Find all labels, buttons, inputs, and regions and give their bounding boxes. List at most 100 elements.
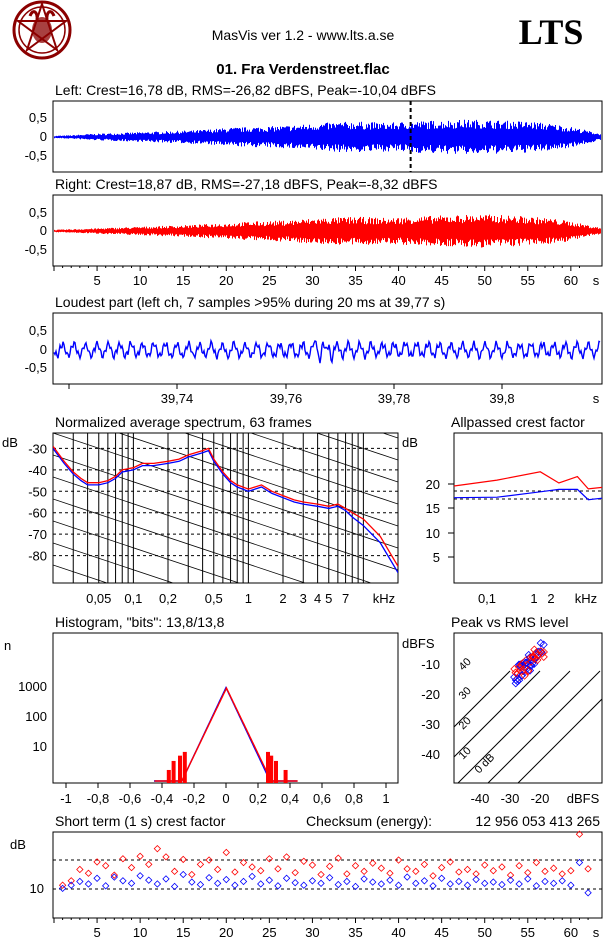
crest-ytick-3: 10: [426, 526, 440, 541]
crest-xtick-3: 2: [547, 591, 554, 606]
histogram-bar: [269, 755, 274, 783]
short-term-point: [386, 869, 394, 877]
crest-xtick-2: 1: [530, 591, 537, 606]
short-term-point: [213, 865, 222, 874]
histogram-title: Histogram, "bits": 13,8/13,8: [55, 614, 225, 630]
short-term-point: [429, 872, 437, 880]
short-term-xtick-label: 30: [305, 925, 319, 940]
histogram-xtick-label: -0,2: [183, 791, 205, 806]
pvr-point: [529, 653, 538, 662]
short-term-point: [257, 880, 265, 888]
short-term-point: [153, 845, 162, 853]
right-waveform-series: [54, 214, 601, 248]
spectrum-ylabel: dB: [2, 435, 18, 450]
short-term-point: [377, 880, 386, 888]
short-term-point: [515, 862, 523, 870]
loudest-xtick-1: 39,74: [161, 391, 194, 406]
short-term-point: [110, 873, 118, 881]
histogram-xaxis: -1 -0,8 -0,6 -0,4 -0,2 0 0,2 0,4 0,6 0,8 1: [60, 783, 390, 806]
pvr-point: [536, 638, 545, 648]
pvr-xtick-2: -30: [501, 791, 520, 806]
short-term-point: [506, 876, 515, 884]
short-term-point: [558, 870, 566, 878]
spectrum-slope: [53, 433, 398, 549]
short-term-point: [205, 873, 213, 882]
short-term-xtick-label: 55: [521, 925, 535, 940]
short-term-point: [584, 889, 592, 897]
short-term-point: [532, 858, 541, 867]
short-term-point: [58, 884, 67, 893]
short-term-point: [567, 881, 575, 889]
spectrum-yaxis: -30 -40 -50 -60 -70 -80: [28, 441, 47, 563]
spectrum-xtick-label: kHz: [373, 591, 395, 606]
short-term-xtick-label: 45: [434, 925, 448, 940]
short-term-point: [506, 871, 515, 879]
right-waveform-title: Right: Crest=18,87 dB, RMS=-27,18 dBFS, …: [55, 176, 437, 192]
spectrum-title: Normalized average spectrum, 63 frames: [55, 414, 312, 430]
pvr-title: Peak vs RMS level: [451, 614, 568, 630]
short-term-point: [308, 861, 317, 869]
spectrum-slope: [117, 433, 398, 527]
short-term-point: [455, 868, 463, 876]
spectrum-slope: [53, 454, 398, 571]
histogram-frame: [52, 632, 399, 784]
short-term-point: [308, 877, 317, 885]
histogram-ytick-1: 1000: [18, 679, 47, 694]
pvr-diagonal: [454, 670, 511, 728]
pvr-ytick-2: -20: [421, 687, 440, 702]
short-term-point: [102, 862, 110, 870]
short-term-point: [265, 876, 274, 884]
pvr-diagonal: [454, 670, 541, 758]
pvr-ytick-3: -30: [421, 717, 440, 732]
short-term-point: [282, 874, 291, 882]
short-term-xtick-label: 5: [93, 925, 100, 940]
checksum-value: 12 956 053 413 265: [475, 813, 600, 829]
spectrum-ytick-label: -50: [28, 484, 47, 499]
short-term-point: [541, 877, 549, 886]
short-term-point: [377, 864, 386, 872]
short-term-point: [84, 880, 93, 888]
right-ytick-3: -0,5: [25, 242, 47, 257]
spectrum-xtick-label: 0,05: [86, 591, 111, 606]
short-term-point: [429, 882, 437, 890]
short-term-point: [325, 862, 334, 870]
short-term-points: [58, 830, 592, 897]
short-term-point: [300, 857, 308, 865]
short-term-point: [162, 853, 170, 861]
left-waveform-series: [54, 119, 601, 154]
crest-right-series: [453, 471, 603, 490]
waveform-xtick-label: 55: [521, 273, 535, 288]
spectrum-slope: [53, 542, 175, 583]
short-term-point: [463, 865, 472, 874]
short-term-point: [489, 878, 497, 886]
short-term-point: [437, 863, 446, 872]
short-term-point: [222, 875, 230, 884]
short-term-point: [524, 875, 532, 883]
waveform-xtick-label: 50: [477, 273, 491, 288]
loudest-chart: 0,5 0 -0,5 39,74 39,76 39,78 39,8 s: [25, 312, 603, 406]
short-term-point: [179, 870, 187, 879]
left-ytick-3: -0,5: [25, 148, 47, 163]
left-waveform-chart: 0,5 0 -0,5: [25, 100, 603, 173]
short-term-point: [455, 877, 463, 886]
short-term-point: [274, 865, 282, 873]
short-term-point: [127, 879, 136, 888]
pvr-point: [518, 671, 527, 680]
histogram-ytick-3: 10: [33, 739, 47, 754]
short-term-point: [369, 859, 377, 867]
spectrum-slope: [53, 476, 373, 583]
short-term-point: [351, 862, 360, 870]
waveform-xtick-label: 30: [305, 273, 319, 288]
histogram-xtick-label: 0,6: [313, 791, 331, 806]
brand-title: LTS: [519, 12, 584, 52]
short-term-point: [524, 868, 532, 877]
histogram-bar: [274, 760, 278, 783]
histogram-xtick-label: 0,4: [281, 791, 299, 806]
short-term-frame: [52, 831, 603, 919]
short-term-point: [446, 880, 454, 888]
spectrum-ytick-label: -70: [28, 527, 47, 542]
short-term-point: [222, 848, 230, 857]
spectrum-xtick-label: 1: [245, 591, 252, 606]
pvr-point: [513, 677, 522, 686]
